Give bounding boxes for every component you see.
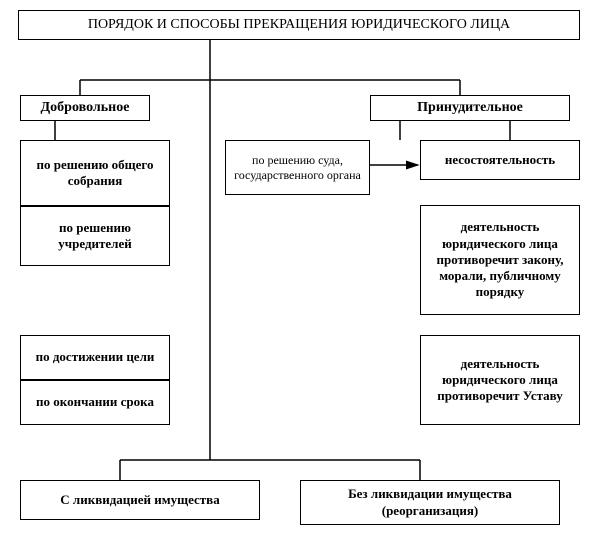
diagram-canvas: ПОРЯДОК И СПОСОБЫ ПРЕКРАЩЕНИЯ ЮРИДИЧЕСКО… — [0, 0, 598, 548]
left-item-1: по решению учредителей — [20, 206, 170, 266]
right-item-0-text: несостоятельность — [445, 152, 555, 168]
bottom-left-text: С ликвидацией имущества — [60, 492, 219, 508]
left-header-text: Добровольное — [41, 99, 130, 117]
bottom-right: Без ликвидации имущества (реорганизация) — [300, 480, 560, 525]
right-header-text: Принудительное — [417, 99, 523, 117]
bottom-left: С ликвидацией имущества — [20, 480, 260, 520]
left-item-2: по достижении цели — [20, 335, 170, 380]
right-item-0: несостоятельность — [420, 140, 580, 180]
left-item-1-text: по решению учредителей — [27, 220, 163, 253]
right-sub-text: по решению суда, государственного органа — [232, 153, 363, 183]
right-sub: по решению суда, государственного органа — [225, 140, 370, 195]
bottom-right-text1: Без ликвидации имущества — [348, 486, 512, 502]
left-item-0-text: по решению общего собрания — [27, 157, 163, 190]
right-item-2: деятельность юридического лица противоре… — [420, 335, 580, 425]
right-header: Принудительное — [370, 95, 570, 121]
bottom-right-text2: (реорганизация) — [382, 503, 479, 519]
title-box: ПОРЯДОК И СПОСОБЫ ПРЕКРАЩЕНИЯ ЮРИДИЧЕСКО… — [18, 10, 580, 40]
left-item-2-text: по достижении цели — [36, 349, 155, 365]
right-item-1: деятельность юридического лица противоре… — [420, 205, 580, 315]
left-header: Добровольное — [20, 95, 150, 121]
left-item-0: по решению общего собрания — [20, 140, 170, 206]
left-item-3-text: по окончании срока — [36, 394, 154, 410]
left-item-3: по окончании срока — [20, 380, 170, 425]
title-text: ПОРЯДОК И СПОСОБЫ ПРЕКРАЩЕНИЯ ЮРИДИЧЕСКО… — [88, 16, 510, 34]
right-item-1-text: деятельность юридического лица противоре… — [427, 219, 573, 300]
right-item-2-text: деятельность юридического лица противоре… — [427, 356, 573, 405]
